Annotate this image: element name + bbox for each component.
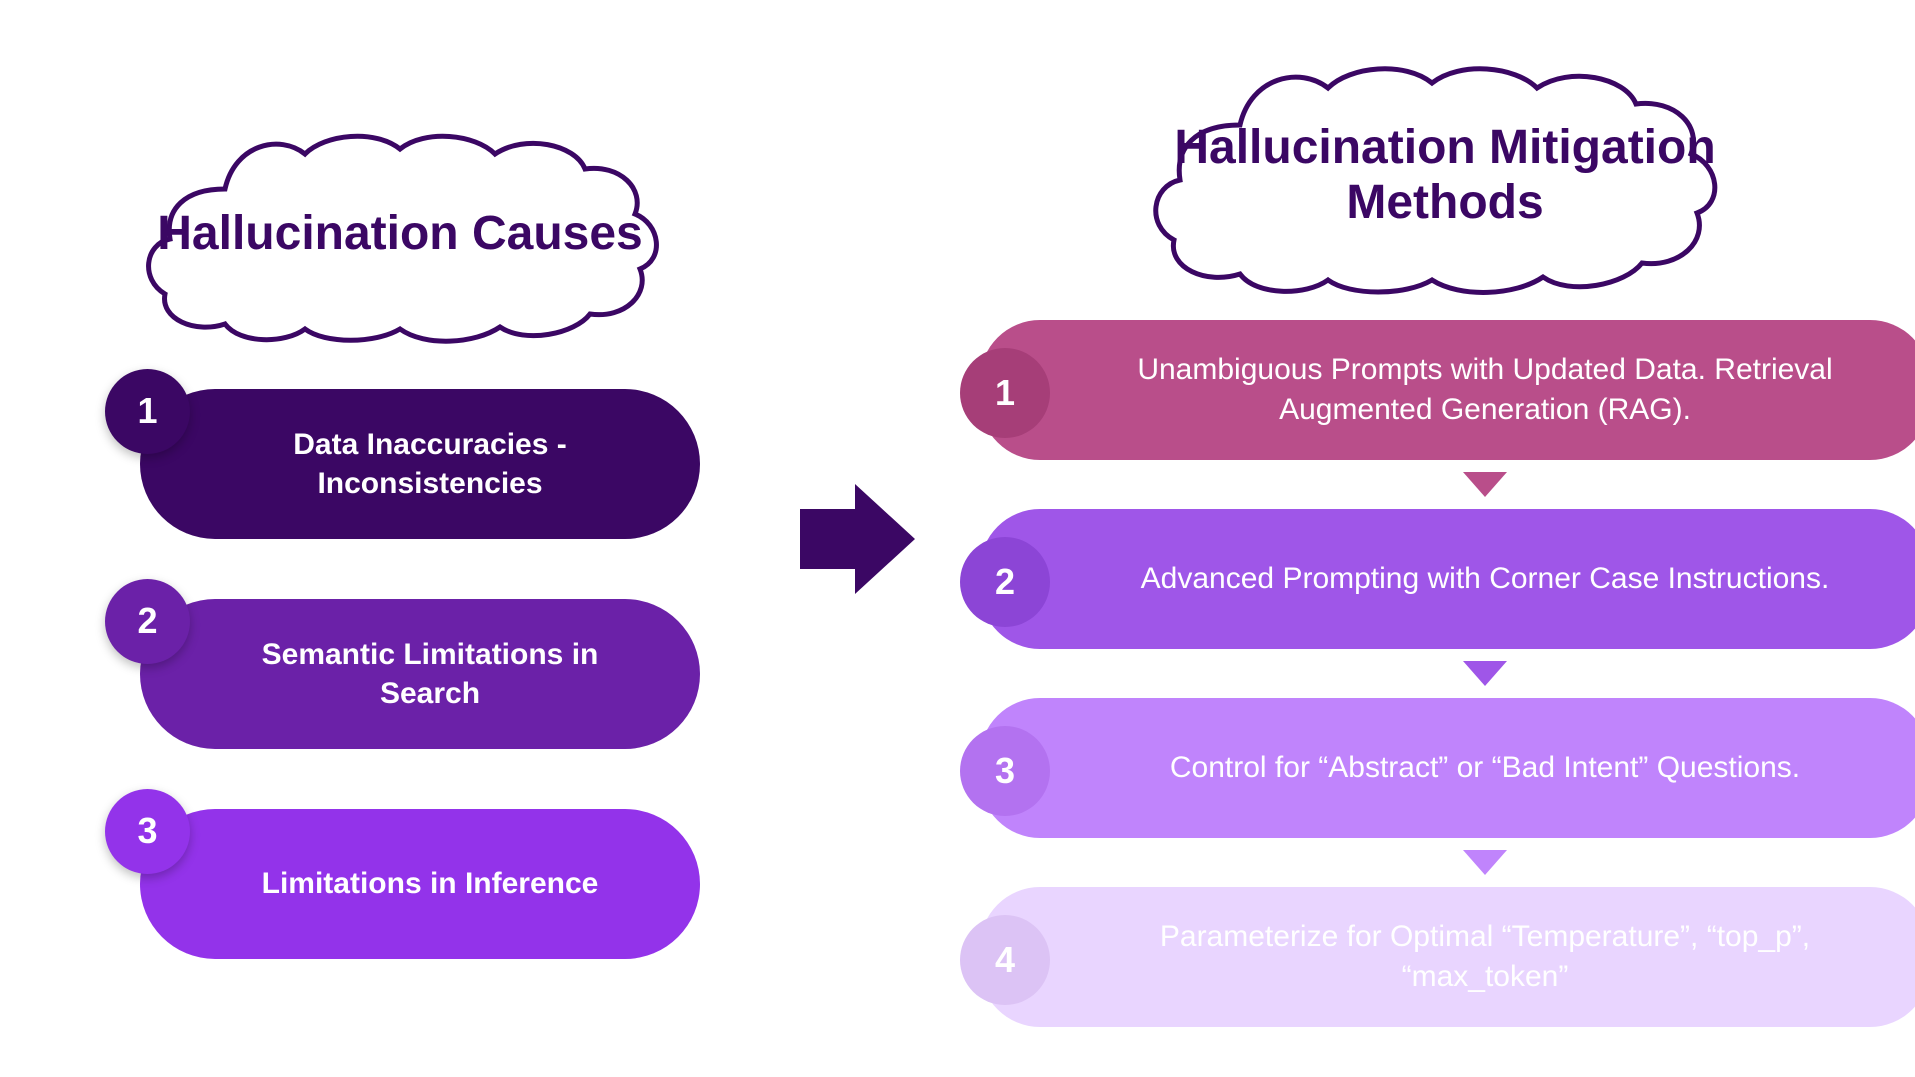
mitigation-text-1: Unambiguous Prompts with Updated Data. R…: [1100, 350, 1870, 431]
mitigation-column: Hallucination Mitigation Methods 1 Unamb…: [960, 50, 1915, 1027]
mitigation-text-3: Control for “Abstract” or “Bad Intent” Q…: [1170, 748, 1800, 789]
mitigation-item-4: 4 Parameterize for Optimal “Temperature”…: [980, 887, 1915, 1027]
cause-item-3: 3 Limitations in Inference: [140, 809, 700, 959]
cause-text-1: Data Inaccuracies - Inconsistencies: [220, 425, 640, 503]
arrow-right-icon: [790, 474, 920, 604]
mitigation-text-4: Parameterize for Optimal “Temperature”, …: [1100, 917, 1870, 998]
causes-list: 1 Data Inaccuracies - Inconsistencies 2 …: [50, 389, 750, 959]
badge-number: 2: [995, 561, 1015, 603]
badge-number: 1: [995, 372, 1015, 414]
mitigation-item-3: 3 Control for “Abstract” or “Bad Intent”…: [980, 698, 1915, 838]
mitigation-badge-2: 2: [960, 537, 1050, 627]
mitigation-item-2: 2 Advanced Prompting with Corner Case In…: [980, 509, 1915, 649]
mitigation-text-2: Advanced Prompting with Corner Case Inst…: [1141, 559, 1830, 600]
triangle-down-icon: [1463, 850, 1507, 875]
cause-text-3: Limitations in Inference: [262, 864, 599, 903]
triangle-down-icon: [1463, 661, 1507, 686]
mitigation-badge-3: 3: [960, 726, 1050, 816]
causes-title: Hallucination Causes: [157, 206, 642, 261]
cause-item-2: 2 Semantic Limitations in Search: [140, 599, 700, 749]
cause-badge-3: 3: [105, 789, 190, 874]
mitigation-title: Hallucination Mitigation Methods: [1130, 120, 1760, 230]
mitigation-badge-4: 4: [960, 915, 1050, 1005]
mitigation-item-1: 1 Unambiguous Prompts with Updated Data.…: [980, 320, 1915, 460]
badge-number: 4: [995, 939, 1015, 981]
mitigation-list: 1 Unambiguous Prompts with Updated Data.…: [960, 320, 1915, 1027]
badge-number: 3: [137, 810, 157, 852]
causes-column: Hallucination Causes 1 Data Inaccuracies…: [50, 119, 750, 959]
mitigation-cloud: Hallucination Mitigation Methods: [1130, 50, 1760, 300]
cause-item-1: 1 Data Inaccuracies - Inconsistencies: [140, 389, 700, 539]
infographic-container: Hallucination Causes 1 Data Inaccuracies…: [0, 0, 1915, 1077]
badge-number: 2: [137, 600, 157, 642]
cause-text-2: Semantic Limitations in Search: [220, 635, 640, 713]
triangle-down-icon: [1463, 472, 1507, 497]
badge-number: 1: [137, 390, 157, 432]
flow-arrow: [790, 474, 920, 604]
badge-number: 3: [995, 750, 1015, 792]
causes-cloud: Hallucination Causes: [125, 119, 675, 349]
cause-badge-1: 1: [105, 369, 190, 454]
cause-badge-2: 2: [105, 579, 190, 664]
mitigation-badge-1: 1: [960, 348, 1050, 438]
